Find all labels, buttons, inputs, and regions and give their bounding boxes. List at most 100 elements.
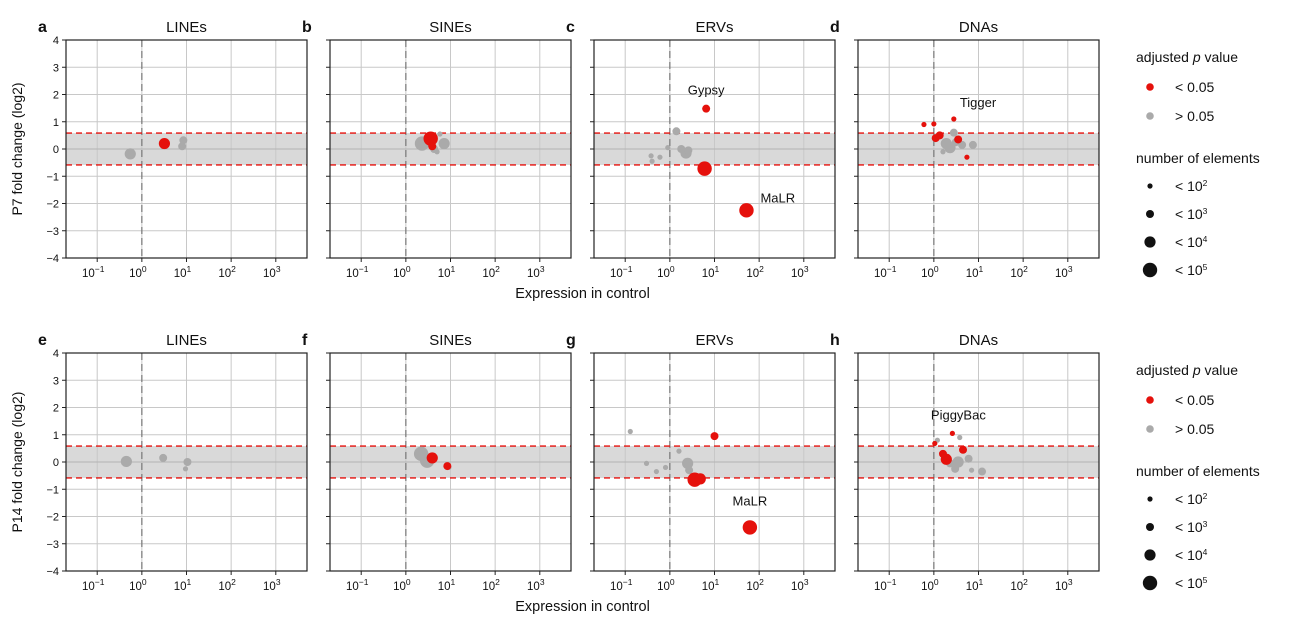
x-tick-label: 103 <box>1055 577 1073 593</box>
legend: adjusted p value < 0.05 > 0.05 number of el… <box>1136 49 1260 278</box>
data-point-significant <box>949 430 955 436</box>
x-tick-label: 10−1 <box>346 264 369 280</box>
x-tick-label: 100 <box>921 264 939 280</box>
legend-marker <box>1147 496 1153 502</box>
legend-title: number of elements <box>1136 463 1260 479</box>
x-tick-label: 100 <box>129 264 147 280</box>
panel-title: LINEs <box>166 19 207 36</box>
data-point-not-significant <box>968 140 977 149</box>
x-tick-label: 103 <box>1055 264 1073 280</box>
y-axis-label: P14 fold change (log2) <box>9 392 25 533</box>
legend-label: < 102 <box>1175 491 1208 507</box>
legend-marker <box>1142 262 1158 278</box>
data-point-significant <box>423 131 438 146</box>
legend-marker <box>1146 83 1154 91</box>
data-point-not-significant <box>648 153 654 159</box>
data-point-significant <box>921 121 927 128</box>
legend-label: < 102 <box>1175 178 1208 194</box>
data-point-not-significant <box>952 456 964 468</box>
legend-label: < 104 <box>1175 547 1208 563</box>
x-tick-label: 102 <box>1010 577 1028 593</box>
legend-marker <box>1144 549 1156 561</box>
data-point-significant <box>742 520 758 535</box>
data-point-significant <box>710 432 719 441</box>
x-tick-label: 100 <box>393 577 411 593</box>
x-tick-label: 10−1 <box>82 577 105 593</box>
x-tick-label: 101 <box>702 264 720 280</box>
panel-b: 10−1 100 101 102 103 SINEs b <box>302 19 572 280</box>
data-point-not-significant <box>682 457 694 469</box>
y-tick-label: 3 <box>53 62 59 74</box>
data-point-significant <box>426 452 438 464</box>
data-point-not-significant <box>684 146 693 155</box>
point-label: MaLR <box>733 493 768 508</box>
y-tick-label: 0 <box>53 457 59 469</box>
point-label: Tigger <box>960 95 997 110</box>
y-tick-label: 1 <box>53 117 59 129</box>
x-tick-label: 10−1 <box>874 577 897 593</box>
data-point-not-significant <box>124 148 136 160</box>
x-tick-label: 103 <box>263 577 281 593</box>
legend-marker <box>1146 112 1154 120</box>
panel-e: −4 −3 −2 −1 0 1 2 3 4 10−1 100 101 102 103 LINEs e <box>38 332 308 593</box>
data-point-significant <box>935 131 944 140</box>
data-point-significant <box>739 203 754 218</box>
panel-letter: c <box>566 19 575 36</box>
data-point-not-significant <box>434 149 440 155</box>
x-tick-label: 103 <box>263 264 281 280</box>
x-axis-label: Expression in control <box>515 599 650 615</box>
data-point-not-significant <box>677 145 686 153</box>
data-point-significant <box>931 121 937 127</box>
data-point-not-significant <box>653 468 660 475</box>
panel-letter: d <box>830 19 840 36</box>
x-tick-label: 101 <box>966 577 984 593</box>
panel-title: DNAs <box>959 332 998 349</box>
x-tick-label: 102 <box>218 264 236 280</box>
legend-marker <box>1146 523 1154 531</box>
data-point-not-significant <box>120 455 132 468</box>
panel-letter: g <box>566 332 576 349</box>
panel-d: Tigger 10−1 100 101 102 103 DNAs d <box>830 19 1100 280</box>
data-point-not-significant <box>438 137 450 150</box>
legend-label: > 0.05 <box>1175 108 1215 124</box>
data-point-significant <box>964 154 970 160</box>
data-point-not-significant <box>940 149 946 155</box>
x-tick-label: 101 <box>174 264 192 280</box>
panel-title: SINEs <box>429 332 472 349</box>
y-tick-label: −4 <box>46 566 59 578</box>
legend-label: < 0.05 <box>1175 79 1215 95</box>
x-tick-label: 10−1 <box>874 264 897 280</box>
x-tick-label: 100 <box>657 264 675 280</box>
data-point-significant <box>697 161 712 176</box>
y-axis-label: P7 fold change (log2) <box>9 82 25 215</box>
y-tick-label: −1 <box>46 484 59 496</box>
data-point-not-significant <box>964 454 973 463</box>
data-point-not-significant <box>649 158 655 164</box>
y-tick-label: 2 <box>53 403 59 415</box>
data-point-not-significant <box>685 466 694 475</box>
y-tick-label: 4 <box>53 348 59 360</box>
data-point-not-significant <box>662 464 669 471</box>
point-label: MaLR <box>760 190 795 205</box>
data-point-not-significant <box>968 467 975 473</box>
data-point-not-significant <box>672 127 681 136</box>
panel-title: DNAs <box>959 19 998 36</box>
point-label: Gypsy <box>688 83 725 98</box>
panel-letter: a <box>38 19 47 36</box>
x-tick-label: 103 <box>527 577 545 593</box>
x-tick-label: 103 <box>791 577 809 593</box>
y-tick-label: −1 <box>46 171 59 183</box>
x-tick-label: 101 <box>702 577 720 593</box>
data-point-significant <box>959 445 968 454</box>
x-tick-label: 101 <box>438 577 456 593</box>
legend-label: < 0.05 <box>1175 392 1215 408</box>
x-tick-label: 100 <box>921 577 939 593</box>
legend-marker <box>1144 236 1156 248</box>
data-point-significant <box>694 473 706 485</box>
legend-marker <box>1146 396 1154 404</box>
data-point-significant <box>954 135 963 144</box>
x-tick-label: 102 <box>746 577 764 593</box>
y-tick-label: −2 <box>46 512 59 524</box>
data-point-not-significant <box>978 467 987 476</box>
